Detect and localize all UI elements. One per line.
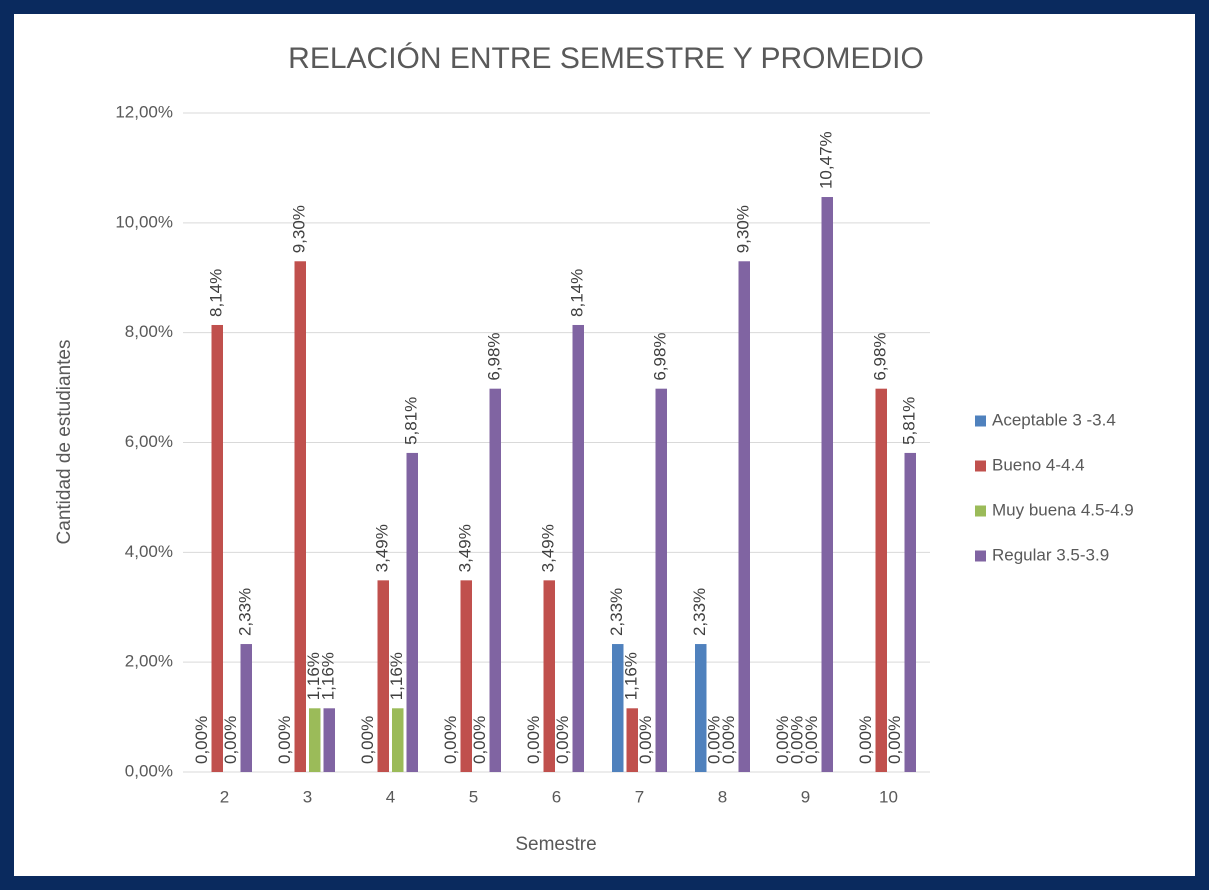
y-tick-label: 10,00%	[115, 212, 173, 231]
data-label: 8,14%	[568, 269, 587, 317]
bar	[323, 708, 335, 772]
x-axis-title: Semestre	[515, 834, 596, 855]
data-label: 10,47%	[817, 131, 836, 189]
data-label: 9,30%	[290, 205, 309, 253]
data-label: 0,00%	[441, 716, 460, 764]
data-label: 0,00%	[553, 716, 572, 764]
bar	[294, 261, 306, 772]
bar	[460, 580, 472, 772]
bar	[240, 644, 252, 772]
x-tick-label: 5	[469, 787, 478, 806]
x-tick-label: 10	[879, 787, 898, 806]
legend-label: Aceptable 3 -3.4	[992, 410, 1116, 429]
legend-swatch	[975, 415, 986, 427]
bar	[489, 388, 501, 772]
bar	[655, 388, 667, 772]
x-tick-label: 2	[220, 787, 229, 806]
data-label: 0,00%	[705, 716, 724, 764]
data-label: 0,00%	[856, 716, 875, 764]
data-label: 2,33%	[690, 588, 709, 636]
data-label: 6,98%	[871, 332, 890, 380]
data-label: 3,49%	[373, 524, 392, 572]
data-label: 0,00%	[773, 716, 792, 764]
data-label: 0,00%	[802, 716, 821, 764]
data-label: 5,81%	[900, 397, 919, 445]
data-label: 2,33%	[607, 588, 626, 636]
bar	[392, 708, 404, 772]
bar	[612, 644, 624, 772]
data-label: 0,00%	[358, 716, 377, 764]
bar	[738, 261, 750, 772]
data-label: 0,00%	[636, 716, 655, 764]
legend-label: Muy buena 4.5-4.9	[992, 500, 1134, 519]
bar	[821, 197, 833, 772]
data-label: 1,16%	[622, 652, 641, 700]
data-label: 1,16%	[387, 652, 406, 700]
bar	[543, 580, 555, 772]
legend-label: Regular 3.5-3.9	[992, 545, 1109, 564]
legend-swatch	[975, 505, 986, 517]
x-tick-label: 3	[303, 787, 312, 806]
bar	[695, 644, 707, 772]
data-label: 0,00%	[221, 716, 240, 764]
y-tick-label: 8,00%	[125, 322, 173, 341]
data-label: 1,16%	[319, 652, 338, 700]
data-label: 0,00%	[192, 716, 211, 764]
bar	[211, 324, 223, 772]
x-tick-label: 4	[386, 787, 395, 806]
data-label: 2,33%	[236, 588, 255, 636]
data-label: 0,00%	[719, 716, 738, 764]
data-label: 5,81%	[402, 397, 421, 445]
bar	[904, 452, 916, 772]
legend-swatch	[975, 460, 986, 472]
x-tick-label: 8	[718, 787, 727, 806]
y-tick-label: 0,00%	[125, 761, 173, 780]
y-tick-label: 6,00%	[125, 432, 173, 451]
y-tick-label: 2,00%	[125, 652, 173, 671]
bar	[572, 324, 584, 772]
y-tick-label: 12,00%	[115, 102, 173, 121]
chart-title: RELACIÓN ENTRE SEMESTRE Y PROMEDIO	[288, 42, 924, 75]
x-tick-label: 9	[801, 787, 810, 806]
data-label: 9,30%	[734, 205, 753, 253]
y-axis-title: Cantidad de estudiantes	[54, 340, 75, 545]
x-tick-label: 7	[635, 787, 644, 806]
data-label: 3,49%	[456, 524, 475, 572]
bar	[309, 708, 321, 772]
data-label: 6,98%	[485, 332, 504, 380]
data-label: 3,49%	[539, 524, 558, 572]
chart-background	[14, 14, 1195, 876]
data-label: 0,00%	[524, 716, 543, 764]
bar	[875, 388, 887, 772]
data-label: 8,14%	[207, 269, 226, 317]
bar	[406, 452, 418, 772]
legend-swatch	[975, 550, 986, 562]
data-label: 0,00%	[788, 716, 807, 764]
data-label: 0,00%	[470, 716, 489, 764]
data-label: 0,00%	[885, 716, 904, 764]
bar	[377, 580, 389, 772]
bar	[626, 708, 638, 772]
legend-label: Bueno 4-4.4	[992, 455, 1085, 474]
data-label: 6,98%	[651, 332, 670, 380]
data-label: 0,00%	[275, 716, 294, 764]
data-label: 1,16%	[304, 652, 323, 700]
x-tick-label: 6	[552, 787, 561, 806]
y-tick-label: 4,00%	[125, 542, 173, 561]
